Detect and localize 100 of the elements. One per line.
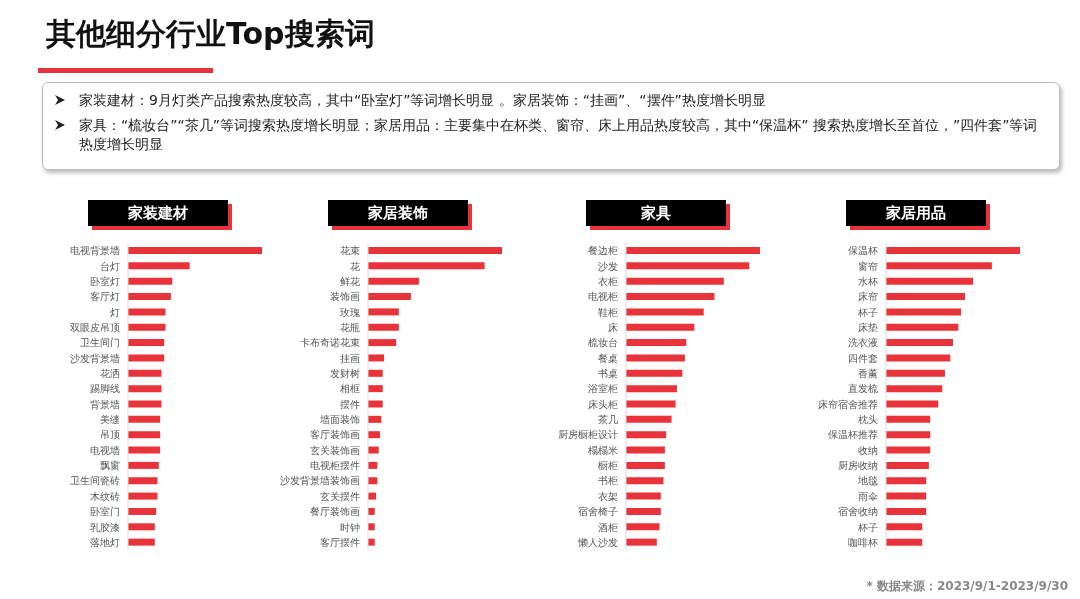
bar — [128, 431, 161, 439]
y-tick-label: 梳妆台 — [588, 337, 618, 349]
bar — [368, 446, 379, 454]
y-tick-label: 相框 — [340, 383, 360, 395]
y-tick-label: 客厅灯 — [90, 291, 120, 303]
text: 家具：“梳妆台”“茶几”等词搜索热度增长明显；家居用品：主要集中在杯类、窗帘、床上用品热度较高，其中“保温杯” 搜索热度增长至首位，”四件套”等词热度增长明显 — [79, 116, 1039, 154]
bar — [886, 446, 931, 454]
bar — [128, 477, 158, 485]
y-tick-label: 花洒 — [100, 368, 120, 380]
y-tick-label: 保温杯推荐 — [828, 429, 878, 441]
y-tick-label: 四件套 — [848, 352, 878, 364]
y-tick-label: 枕头 — [857, 414, 878, 426]
y-tick-label: 灯 — [110, 306, 120, 318]
y-tick-label: 装饰画 — [330, 291, 360, 303]
y-tick-label: 美缝 — [100, 414, 120, 426]
y-tick-label: 鲜花 — [340, 275, 360, 287]
bar — [128, 507, 157, 515]
y-tick-label: 香薰 — [858, 368, 878, 380]
bar — [626, 354, 685, 362]
bar — [886, 415, 931, 423]
bar — [626, 446, 665, 454]
y-tick-label: 发财树 — [330, 368, 360, 380]
y-tick-label: 卧室灯 — [90, 275, 120, 287]
y-tick-label: 收纳 — [858, 444, 878, 456]
y-tick-label: 雨伞 — [858, 490, 878, 502]
y-tick-label: 花瓶 — [340, 321, 360, 333]
bar — [886, 385, 943, 393]
y-tick-label: 杯子 — [857, 306, 878, 318]
y-tick-label: 杯子 — [857, 521, 878, 533]
bar — [626, 415, 672, 423]
bar — [626, 247, 760, 254]
bar — [626, 523, 660, 531]
bar — [128, 385, 162, 393]
y-tick-label: 沙发 — [598, 260, 618, 272]
y-tick-label: 床帘 — [858, 291, 878, 303]
y-tick-label: 花束 — [340, 245, 360, 257]
y-tick-label: 衣架 — [598, 490, 618, 502]
bar — [626, 323, 695, 331]
bar — [626, 293, 715, 301]
y-tick-label: 酒柜 — [598, 521, 618, 533]
y-tick-label: 卧室门 — [90, 506, 120, 518]
bar — [128, 262, 190, 270]
bar — [886, 523, 923, 531]
y-tick-label: 窗帘 — [858, 260, 878, 272]
y-tick-label: 卡布奇诺花束 — [300, 337, 360, 349]
bar — [886, 492, 927, 500]
bar — [626, 339, 687, 347]
y-tick-label: 时钟 — [340, 521, 360, 533]
y-tick-label: 客厅摆件 — [320, 536, 360, 548]
chart-title: 家装建材 — [88, 200, 228, 226]
y-tick-label: 挂画 — [340, 352, 360, 364]
bar — [128, 354, 165, 362]
bar — [886, 507, 927, 515]
y-tick-label: 床头柜 — [588, 398, 618, 410]
bar — [368, 354, 385, 362]
y-tick-label: 水杯 — [858, 275, 878, 287]
y-tick-label: 懒人沙发 — [577, 536, 618, 548]
bar — [626, 308, 704, 316]
y-tick-label: 摆件 — [340, 398, 360, 410]
bar — [886, 293, 966, 301]
bar — [128, 446, 161, 454]
y-tick-label: 花 — [350, 260, 360, 272]
bar — [886, 247, 1020, 254]
bar — [128, 277, 173, 285]
bar — [886, 323, 959, 331]
bar — [886, 538, 923, 546]
bar — [368, 431, 381, 439]
bar — [128, 523, 155, 531]
bar — [626, 538, 657, 546]
bar — [886, 400, 939, 408]
y-tick-label: 厨房橱柜设计 — [558, 429, 618, 441]
bar — [886, 354, 951, 362]
y-tick-label: 木纹砖 — [90, 490, 120, 502]
bar — [626, 277, 724, 285]
y-tick-label: 榻榻米 — [588, 444, 618, 456]
y-tick-label: 茶几 — [598, 414, 618, 426]
bar — [368, 400, 383, 408]
y-tick-label: 电视柜 — [588, 291, 618, 303]
y-tick-label: 落地灯 — [90, 536, 120, 548]
bar — [626, 431, 667, 439]
y-tick-label: 墙面装饰 — [319, 414, 360, 426]
bar — [886, 262, 992, 270]
bar — [128, 308, 166, 316]
bar — [128, 461, 159, 469]
bar — [128, 400, 162, 408]
bar — [368, 369, 383, 377]
y-tick-label: 餐边柜 — [588, 245, 618, 257]
y-tick-label: 床帘宿舍推荐 — [818, 398, 878, 410]
bar — [368, 262, 485, 270]
bar — [368, 247, 502, 254]
y-tick-label: 餐桌 — [598, 352, 618, 364]
bar — [368, 277, 419, 285]
bar — [368, 293, 411, 301]
bar — [626, 461, 665, 469]
bar — [128, 323, 166, 331]
y-tick-label: 沙发背景墙 — [70, 352, 120, 364]
y-tick-label: 衣柜 — [598, 275, 618, 287]
y-tick-label: 餐厅装饰画 — [310, 506, 360, 518]
y-tick-label: 厨房收纳 — [838, 460, 878, 472]
y-tick-label: 卫生间门 — [80, 337, 120, 349]
